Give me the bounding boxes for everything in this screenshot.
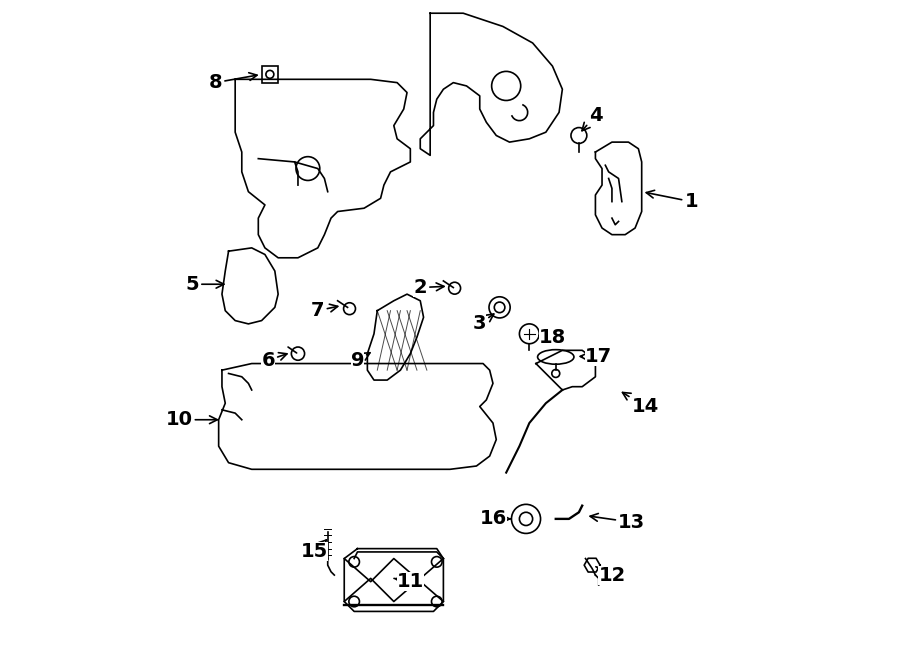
Bar <box>262 66 278 83</box>
Text: 18: 18 <box>539 328 566 346</box>
Text: 11: 11 <box>394 572 424 591</box>
Text: 13: 13 <box>590 513 645 531</box>
Text: 8: 8 <box>209 73 257 92</box>
Text: 5: 5 <box>185 275 224 293</box>
Text: 17: 17 <box>580 348 612 366</box>
Text: 14: 14 <box>623 393 659 416</box>
Text: 12: 12 <box>596 566 626 584</box>
Text: 7: 7 <box>311 301 338 320</box>
Text: 1: 1 <box>646 190 698 211</box>
Text: 6: 6 <box>261 351 287 369</box>
Text: 9: 9 <box>351 351 370 369</box>
Text: 4: 4 <box>582 106 602 131</box>
Text: 16: 16 <box>480 510 510 528</box>
Text: 2: 2 <box>413 278 444 297</box>
Text: 10: 10 <box>166 410 217 429</box>
Text: 3: 3 <box>473 314 494 333</box>
Text: 15: 15 <box>301 540 328 561</box>
